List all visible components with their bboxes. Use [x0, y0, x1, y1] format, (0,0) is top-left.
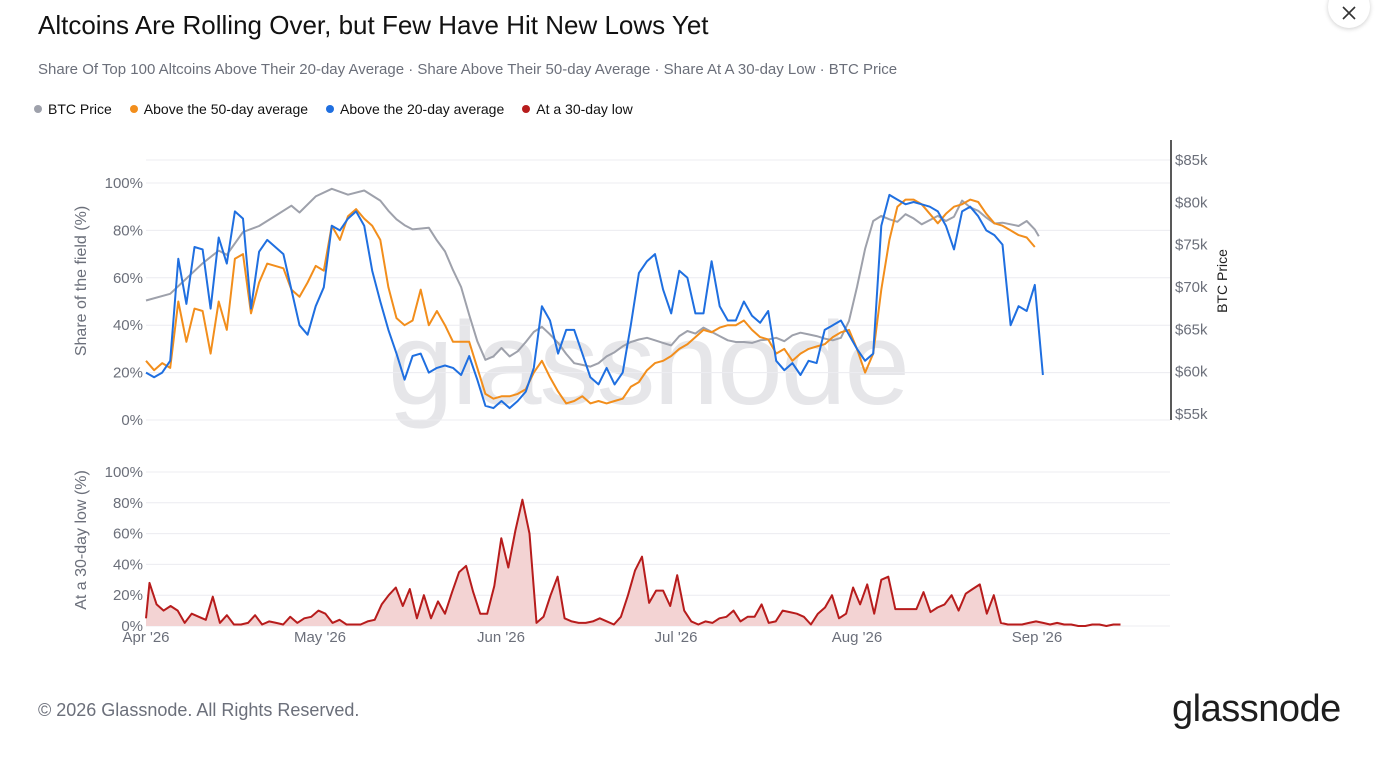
y-tick-label: 100%	[105, 175, 143, 192]
series-line-30-day-low	[145, 498, 1121, 627]
y-tick-label-lows: 40%	[113, 556, 143, 573]
x-tick-label: Sep '26	[1012, 629, 1062, 646]
legend-label-30-day-low: At a 30-day low	[536, 101, 633, 117]
y-tick-label-lows: 80%	[113, 495, 143, 512]
legend-dot-above-20-day	[326, 105, 335, 113]
y2-axis-title: BTC Price	[1214, 249, 1230, 313]
y-tick-label: 60%	[113, 270, 143, 287]
y2-tick-label: $55k	[1175, 406, 1208, 423]
legend-dot-btc-price	[34, 105, 42, 113]
x-tick-label: Apr '26	[122, 629, 169, 646]
y2-tick-label: $70k	[1175, 279, 1208, 296]
area-fill-30-day-low	[146, 499, 1121, 626]
y-tick-label: 80%	[113, 222, 143, 239]
y2-tick-label: $60k	[1175, 364, 1208, 381]
x-tick-label: Jul '26	[655, 629, 698, 646]
y-tick-label: 20%	[113, 365, 143, 382]
legend-label-btc-price: BTC Price	[48, 101, 112, 117]
y-tick-label: 0%	[121, 412, 143, 429]
legend-item-30-day-low[interactable]: At a 30-day low	[522, 101, 633, 117]
y2-tick-label: $75k	[1175, 237, 1208, 254]
series-line-above-the-20-day-average	[145, 193, 1044, 410]
close-icon	[1342, 6, 1356, 20]
x-tick-label: May '26	[294, 629, 346, 646]
legend-item-btc-price[interactable]: BTC Price	[34, 101, 112, 117]
y2-tick-label: $85k	[1175, 152, 1208, 169]
legend-dot-above-50-day	[129, 105, 138, 113]
y-tick-label-lows: 0%	[121, 618, 143, 635]
brand-logo: glassnode	[1172, 688, 1341, 730]
y-axis-title-lows: At a 30-day low (%)	[73, 470, 90, 610]
legend: BTC Price Above the 50-day average Above…	[34, 101, 633, 117]
copyright-text: © 2026 Glassnode. All Rights Reserved.	[38, 700, 360, 720]
chart-subtitle: Share Of Top 100 Altcoins Above Their 20…	[38, 61, 898, 78]
series-line-btc-price	[145, 187, 1040, 368]
legend-item-above-20-day[interactable]: Above the 20-day average	[326, 101, 504, 117]
y-tick-label-lows: 20%	[113, 587, 143, 604]
legend-label-above-50-day: Above the 50-day average	[143, 101, 309, 117]
y2-tick-label: $80k	[1175, 194, 1208, 211]
y-axis-title: Share of the field (%)	[73, 206, 90, 356]
legend-label-above-20-day: Above the 20-day average	[340, 101, 505, 117]
y-tick-label-lows: 60%	[113, 526, 143, 543]
legend-item-above-50-day[interactable]: Above the 50-day average	[129, 101, 309, 117]
y2-tick-label: $65k	[1175, 321, 1208, 338]
legend-dot-30-day-low	[522, 105, 531, 113]
y-tick-label: 40%	[113, 317, 143, 334]
chart-canvas: 0% 20% 40% 60% 80% 100% $55k $60k $65k $70k $75k $8…	[73, 140, 1230, 646]
chart-title: Altcoins Are Rolling Over, but Few Have …	[38, 10, 709, 40]
x-tick-label: Jun '26	[477, 629, 525, 646]
series-line-above-the-50-day-average	[145, 198, 1036, 405]
x-tick-label: Aug '26	[832, 629, 882, 646]
y-tick-label-lows: 100%	[105, 464, 143, 481]
